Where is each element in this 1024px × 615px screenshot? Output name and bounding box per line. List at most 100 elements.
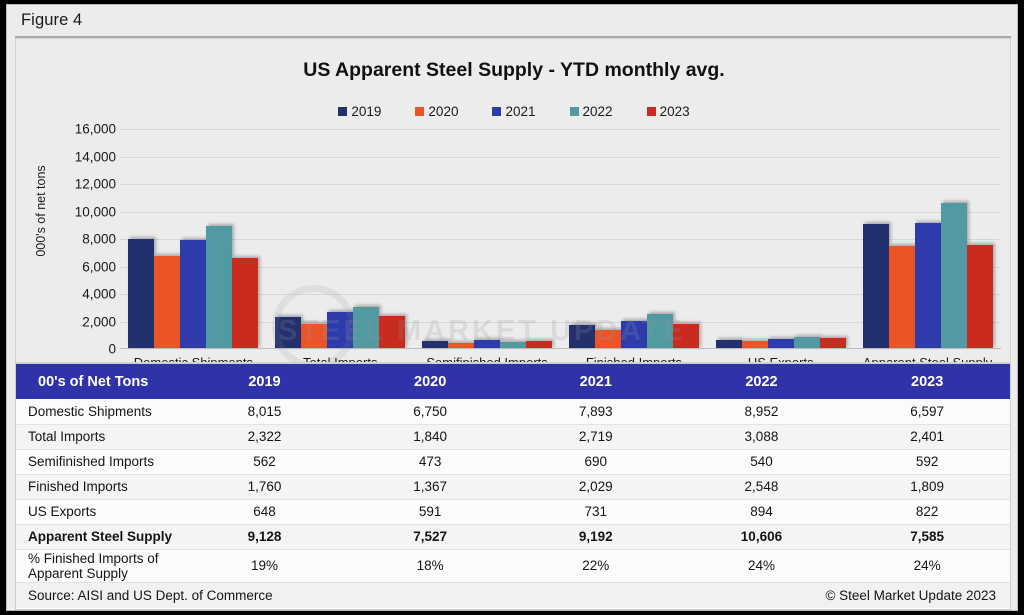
- plot-area: [120, 129, 1001, 349]
- table-cell-label: Apparent Steel Supply: [16, 524, 182, 550]
- table-cell-value: 731: [512, 499, 679, 525]
- bar-2019[interactable]: [128, 238, 155, 349]
- bar-2023[interactable]: [526, 340, 553, 349]
- bar-2020[interactable]: [448, 342, 475, 349]
- table-cell-label: Semifinished Imports: [16, 449, 182, 475]
- bar-2023[interactable]: [672, 324, 699, 349]
- bar-2021[interactable]: [914, 222, 941, 349]
- y-tick-label: 6,000: [82, 259, 116, 274]
- gridline: [120, 239, 1001, 240]
- table-head: 00's of Net Tons 2019 2020 2021 2022 2023: [16, 364, 1010, 399]
- x-axis-label: Domestic Shipments: [133, 355, 254, 363]
- bar-2022[interactable]: [646, 313, 673, 349]
- bar-groups: [120, 129, 1001, 349]
- gridline: [120, 321, 1001, 323]
- table-row[interactable]: % Finished Imports of Apparent Supply 19%…: [16, 549, 1010, 583]
- table-cell-label: Total Imports: [16, 424, 182, 450]
- table-cell-label: Domestic Shipments: [16, 399, 182, 425]
- table-row[interactable]: Domestic Shipments 8,015 6,750 7,893 8,952 6,…: [16, 399, 1010, 425]
- table-header-units[interactable]: 00's of Net Tons: [16, 364, 182, 399]
- table-cell-value: 22%: [512, 549, 679, 583]
- table-cell-value: 8,015: [181, 399, 348, 425]
- table-cell-value: 24%: [844, 549, 1010, 583]
- bar-2021[interactable]: [767, 338, 794, 349]
- legend-item-2020[interactable]: 2020: [415, 104, 458, 119]
- bar-2022[interactable]: [206, 225, 233, 349]
- table-row[interactable]: US Exports 648 591 731 894 822: [16, 499, 1010, 525]
- bar-2020[interactable]: [594, 330, 621, 349]
- table-row[interactable]: Apparent Steel Supply 9,128 7,527 9,192 10,6…: [16, 524, 1010, 550]
- bar-2019[interactable]: [422, 341, 449, 349]
- legend-item-2019[interactable]: 2019: [338, 104, 381, 119]
- table-cell-value: 1,840: [347, 424, 513, 450]
- table-cell-value: 690: [512, 449, 679, 475]
- table-cell-value: 9,192: [512, 524, 679, 550]
- table-cell-value: 473: [347, 449, 513, 475]
- bar-group: [120, 129, 267, 349]
- legend-swatch-icon: [415, 107, 425, 116]
- bar-2021[interactable]: [474, 339, 501, 349]
- y-tick-label: 0: [108, 341, 116, 357]
- bar-2023[interactable]: [966, 244, 993, 349]
- y-tick-label: 14,000: [74, 149, 116, 164]
- bar-2022[interactable]: [353, 306, 380, 349]
- data-table-container: 00's of Net Tons 2019 2020 2021 2022 2023 Dom…: [15, 363, 1011, 610]
- table-cell-value: 822: [844, 499, 1010, 525]
- figure-caption: Figure 4: [21, 11, 83, 29]
- legend-item-2021[interactable]: 2021: [492, 104, 536, 119]
- legend-swatch-icon: [338, 107, 348, 116]
- table-body: Domestic Shipments 8,015 6,750 7,893 8,952 6,…: [16, 399, 1010, 608]
- table-row[interactable]: Total Imports 2,322 1,840 2,719 3,088 2,401: [16, 424, 1010, 450]
- x-axis-label: Finished Imports: [585, 355, 682, 363]
- gridline: [120, 266, 1001, 268]
- bar-2022[interactable]: [940, 203, 967, 349]
- bar-group: [414, 129, 561, 349]
- table-cell-value: 562: [181, 449, 348, 475]
- bar-2020[interactable]: [154, 256, 181, 349]
- bar-2019[interactable]: [275, 317, 302, 349]
- gridline: [120, 156, 1001, 158]
- gridline: [120, 294, 1001, 295]
- table-cell-value: 1,367: [347, 474, 513, 500]
- bar-2023[interactable]: [819, 337, 846, 349]
- table-header-year-2020[interactable]: 2020: [347, 364, 513, 399]
- chart-area: US Apparent Steel Supply - YTD monthly a…: [15, 38, 1011, 363]
- bar-2021[interactable]: [327, 311, 354, 349]
- table-cell-value: 1,760: [181, 474, 348, 500]
- bar-2019[interactable]: [568, 324, 595, 349]
- bar-2023[interactable]: [379, 316, 406, 349]
- data-table: 00's of Net Tons 2019 2020 2021 2022 2023 Dom…: [16, 364, 1010, 608]
- table-cell-value: 3,088: [678, 424, 845, 450]
- bar-2022[interactable]: [793, 336, 820, 349]
- legend-item-2022[interactable]: 2022: [569, 104, 613, 119]
- table-header-year-2022[interactable]: 2022: [678, 364, 845, 399]
- bar-2021[interactable]: [620, 321, 647, 349]
- copyright-note: © Steel Market Update 2023: [512, 582, 1010, 608]
- legend-item-2023[interactable]: 2023: [646, 104, 690, 119]
- bar-2023[interactable]: [232, 258, 259, 349]
- bar-2022[interactable]: [500, 341, 527, 349]
- table-cell-value: 894: [678, 499, 845, 525]
- table-header-year-2019[interactable]: 2019: [181, 364, 348, 399]
- table-cell-value: 6,597: [844, 399, 1010, 425]
- bar-2020[interactable]: [741, 340, 768, 349]
- table-row[interactable]: Finished Imports 1,760 1,367 2,029 2,548 1,80…: [16, 474, 1010, 500]
- table-cell-value: 19%: [181, 549, 348, 583]
- bar-2021[interactable]: [180, 240, 207, 349]
- table-row[interactable]: Semifinished Imports 562 473 690 540 592: [16, 449, 1010, 475]
- table-header-year-2021[interactable]: 2021: [512, 364, 679, 399]
- bar-group: [854, 129, 1001, 349]
- table-cell-value: 2,322: [181, 424, 348, 450]
- bar-2020[interactable]: [301, 323, 328, 349]
- x-axis-label: US Exports: [747, 355, 814, 363]
- bar-group: [707, 129, 854, 349]
- table-cell-value: 6,750: [347, 399, 513, 425]
- bar-2020[interactable]: [888, 245, 915, 349]
- legend-label: 2020: [428, 104, 459, 119]
- table-cell-value: 7,527: [347, 524, 513, 550]
- bar-2019[interactable]: [715, 340, 742, 349]
- x-axis-line: [120, 348, 1001, 349]
- bar-2019[interactable]: [862, 223, 889, 349]
- table-header-year-2023[interactable]: 2023: [844, 364, 1010, 399]
